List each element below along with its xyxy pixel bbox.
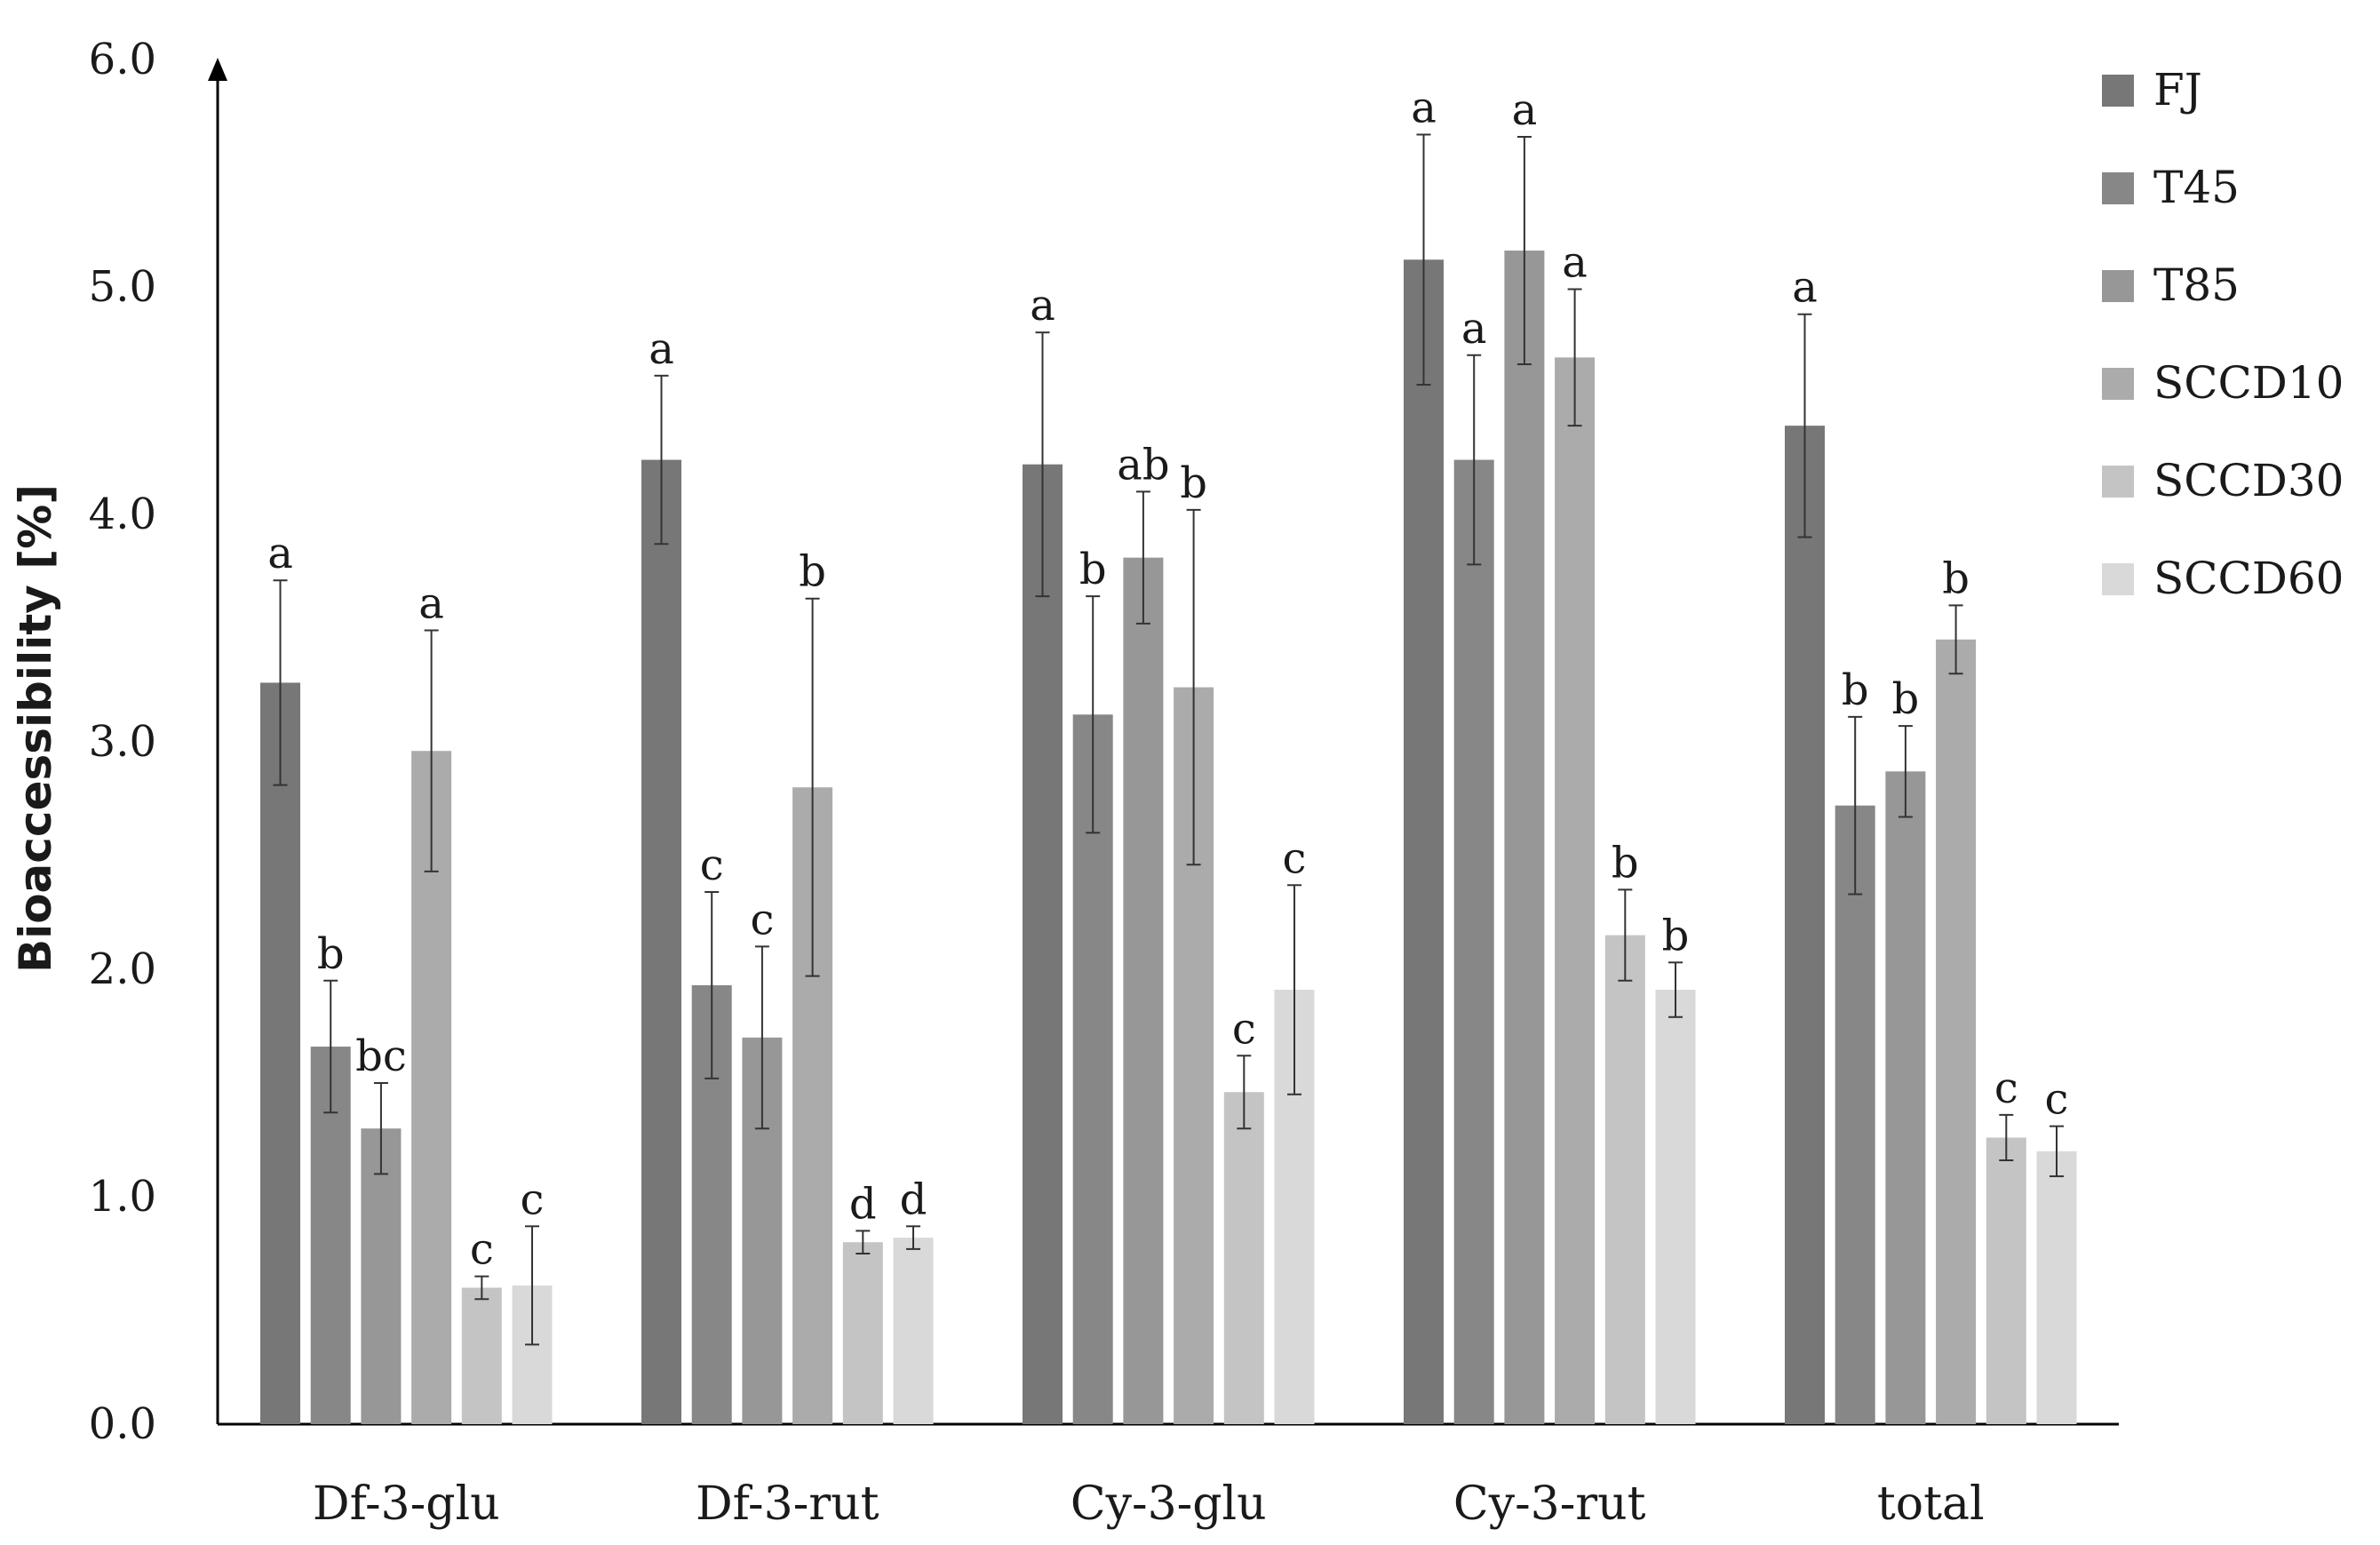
bar (1504, 251, 1545, 1424)
bar (893, 1238, 934, 1424)
significance-letter: a (267, 529, 293, 578)
y-axis-label: Bioaccessibility [%] (10, 484, 61, 973)
significance-letter: b (1079, 545, 1107, 594)
legend-label: SCCD60 (2153, 553, 2344, 604)
legend-label: T85 (2153, 259, 2240, 311)
bar (1785, 426, 1825, 1424)
significance-letter: c (1232, 1004, 1256, 1054)
legend-swatch (2102, 270, 2134, 302)
bar (1986, 1137, 2026, 1424)
legend-label: SCCD30 (2153, 455, 2344, 506)
bar (1655, 990, 1696, 1424)
significance-letter: b (1942, 553, 1970, 603)
significance-letter: d (900, 1175, 927, 1224)
significance-letter: b (1612, 838, 1639, 888)
x-tick-label: Df-3-glu (313, 1477, 500, 1531)
significance-letter: a (1512, 85, 1538, 135)
x-tick-label: Cy-3-glu (1071, 1477, 1267, 1531)
legend-label: T45 (2153, 162, 2240, 213)
bar (361, 1128, 402, 1424)
significance-letter: c (470, 1225, 494, 1275)
bar (2036, 1151, 2077, 1424)
legend: FJ T45 T85 SCCD10 SCCD30 SCCD60 (2102, 64, 2344, 604)
plot-area: 0.01.02.03.04.05.06.0abbcaccDf-3-gluaccb… (89, 35, 2119, 1531)
legend-swatch (2102, 75, 2134, 107)
x-tick-label: Df-3-rut (696, 1477, 880, 1531)
legend-swatch (2102, 466, 2134, 498)
bar (641, 459, 681, 1424)
significance-letter: c (2045, 1075, 2069, 1125)
bar (842, 1242, 883, 1424)
significance-letter: a (1461, 304, 1487, 354)
bar (1123, 557, 1164, 1424)
significance-letter: b (317, 929, 345, 979)
bar (461, 1287, 502, 1424)
bar (1023, 464, 1063, 1425)
significance-letter: ab (1117, 440, 1169, 490)
y-tick-label: 5.0 (89, 262, 156, 312)
significance-letter: b (1662, 911, 1690, 960)
significance-letter: b (1180, 458, 1207, 508)
significance-letter: bc (355, 1031, 407, 1081)
y-tick-label: 3.0 (89, 717, 156, 767)
bar (1404, 259, 1444, 1424)
significance-letter: c (1994, 1063, 2018, 1113)
legend-swatch (2102, 172, 2134, 204)
bar (1936, 639, 1977, 1424)
significance-letter: b (1892, 674, 1920, 724)
bar (1223, 1092, 1264, 1424)
significance-letter: a (418, 579, 444, 629)
y-tick-label: 6.0 (89, 35, 156, 84)
y-tick-label: 1.0 (89, 1172, 156, 1222)
bar (260, 682, 300, 1424)
bar (1604, 935, 1645, 1424)
significance-letter: a (1562, 238, 1588, 288)
significance-letter: a (649, 324, 674, 374)
significance-letter: c (750, 895, 774, 944)
bar (1885, 771, 1926, 1424)
bar (1555, 357, 1596, 1424)
y-axis-arrow (208, 58, 227, 81)
significance-letter: d (849, 1179, 877, 1229)
significance-letter: a (1792, 263, 1818, 313)
y-tick-label: 2.0 (89, 944, 156, 994)
x-tick-label: total (1877, 1477, 1985, 1531)
legend-swatch (2102, 563, 2134, 595)
significance-letter: a (1030, 281, 1055, 331)
bar (1453, 459, 1494, 1424)
legend-label: SCCD10 (2153, 357, 2344, 409)
y-tick-label: 0.0 (89, 1399, 156, 1449)
significance-letter: b (1842, 665, 1869, 715)
bar (1835, 805, 1875, 1424)
x-tick-label: Cy-3-rut (1453, 1477, 1646, 1531)
legend-swatch (2102, 368, 2134, 400)
significance-letter: a (1411, 83, 1437, 132)
significance-letter: b (799, 547, 826, 597)
significance-letter: c (700, 840, 724, 890)
significance-letter: c (1283, 833, 1307, 883)
legend-label: FJ (2153, 64, 2202, 115)
significance-letter: c (521, 1175, 545, 1224)
y-tick-label: 4.0 (89, 490, 156, 539)
